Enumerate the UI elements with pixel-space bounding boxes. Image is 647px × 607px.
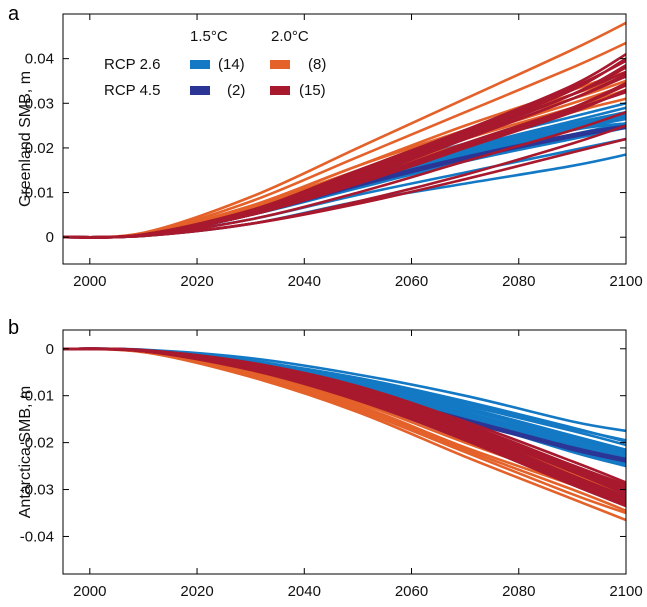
panel-letter-b: b bbox=[8, 317, 19, 339]
legend-swatch-rcp45-15 bbox=[190, 86, 210, 95]
y-tick-label-a-3: 0.03 bbox=[25, 95, 54, 112]
y-tick-label-b-3: -0.03 bbox=[20, 482, 54, 499]
panel-b-lines bbox=[63, 347, 626, 522]
panel-b-frame bbox=[62, 329, 627, 575]
y-tick-label-b-2: -0.02 bbox=[20, 435, 54, 452]
panel-a-frame bbox=[62, 13, 627, 265]
y-tick-label-b-4: -0.04 bbox=[20, 528, 54, 545]
x-tick-label-a-1: 2020 bbox=[180, 273, 213, 290]
x-tick-label-a-5: 2100 bbox=[609, 273, 642, 290]
x-tick-label-a-0: 2000 bbox=[73, 273, 106, 290]
panel-b-ticks: 2000 2020 2040 2060 2080 2100 0 -0.01 -0.02 -0.03… bbox=[20, 330, 643, 600]
legend: 1.5°C 2.0°C RCP 2.6 (14) (8) RCP 4.5 (2)… bbox=[104, 28, 326, 99]
legend-count-rcp26-20: (8) bbox=[308, 56, 326, 73]
legend-swatch-rcp45-20 bbox=[270, 86, 290, 95]
series-line-a-0-3 bbox=[63, 106, 626, 239]
x-tick-label-b-0: 2000 bbox=[73, 583, 106, 600]
legend-col-header-2: 2.0°C bbox=[271, 28, 309, 45]
x-tick-label-b-1: 2020 bbox=[180, 583, 213, 600]
series-line-a-3-14 bbox=[63, 81, 626, 239]
legend-row-label-rcp45: RCP 4.5 bbox=[104, 82, 160, 99]
y-tick-label-b-0: 0 bbox=[46, 341, 54, 358]
y-tick-label-a-2: 0.02 bbox=[25, 140, 54, 157]
x-tick-label-b-2: 2040 bbox=[288, 583, 321, 600]
x-tick-label-a-3: 2060 bbox=[395, 273, 428, 290]
panel-letter-a: a bbox=[8, 3, 20, 25]
panel-a-lines bbox=[63, 21, 626, 239]
series-line-b-3-14 bbox=[63, 347, 626, 495]
y-tick-label-a-0: 0 bbox=[46, 229, 54, 246]
legend-swatch-rcp26-15 bbox=[190, 60, 210, 69]
legend-col-header-1: 1.5°C bbox=[190, 28, 228, 45]
y-tick-label-a-1: 0.01 bbox=[25, 185, 54, 202]
panel-a-ylabel: Greenland SMB, m bbox=[17, 71, 34, 207]
x-tick-label-b-3: 2060 bbox=[395, 583, 428, 600]
y-tick-label-b-1: -0.01 bbox=[20, 388, 54, 405]
x-tick-label-b-5: 2100 bbox=[609, 583, 642, 600]
y-tick-label-a-4: 0.04 bbox=[25, 51, 54, 68]
legend-row-label-rcp26: RCP 2.6 bbox=[104, 56, 160, 73]
panel-b-ylabel: Antarctica SMB, m bbox=[17, 386, 34, 518]
panel-a-ticks: 2000 2020 2040 2060 2080 2100 0 0.01 0.02 0.03 0.0… bbox=[25, 14, 643, 290]
legend-count-rcp26-15: (14) bbox=[218, 56, 245, 73]
legend-count-rcp45-15: (2) bbox=[227, 82, 245, 99]
panel-a: a 2000 2020 2040 2060 2080 2100 0 0.01 0.02 0.03 0… bbox=[8, 3, 643, 290]
panel-b: b 2000 2020 2040 2060 2080 2100 0 -0.01 -0.02 -0.… bbox=[8, 317, 643, 600]
x-tick-label-a-4: 2080 bbox=[502, 273, 535, 290]
legend-count-rcp45-20: (15) bbox=[299, 82, 326, 99]
x-tick-label-a-2: 2040 bbox=[288, 273, 321, 290]
x-tick-label-b-4: 2080 bbox=[502, 583, 535, 600]
legend-swatch-rcp26-20 bbox=[270, 60, 290, 69]
